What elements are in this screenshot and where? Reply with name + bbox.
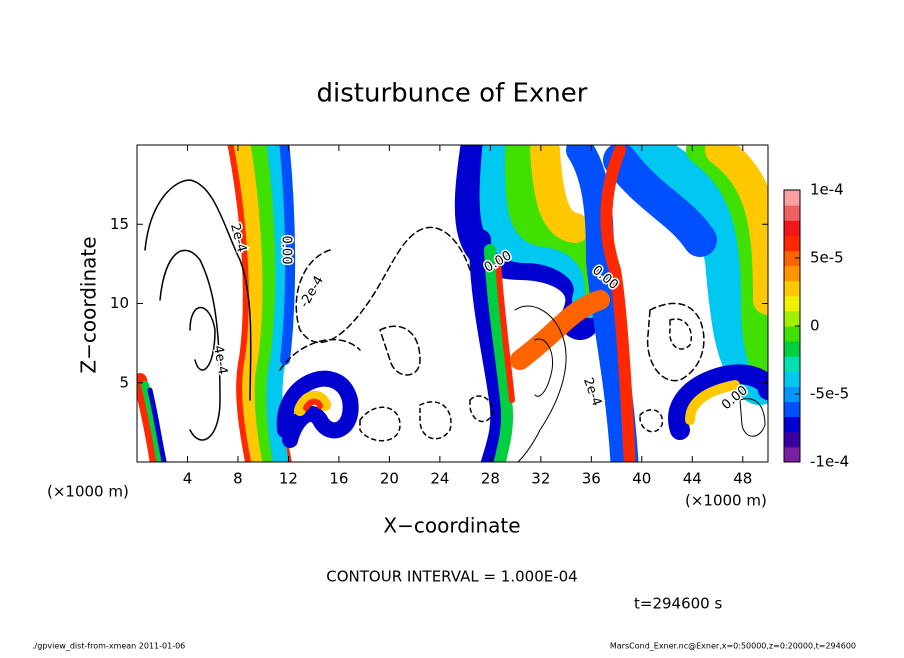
blob-mid — [276, 370, 359, 448]
x-tick-label: 36 — [582, 470, 601, 488]
colorbar-cell — [784, 220, 800, 236]
colorbar-cell — [784, 341, 800, 357]
x-tick-label: 8 — [233, 470, 243, 488]
y-tick-label: 5 — [119, 373, 129, 391]
field — [137, 145, 768, 462]
colorbar-cell — [784, 431, 800, 448]
colorbar-cell — [784, 401, 800, 418]
colorbar-cell — [784, 265, 800, 282]
x-tick-label: 40 — [632, 470, 651, 488]
footer-left: ./gpview_dist-from-xmean 2011-01-06 — [32, 642, 185, 651]
colorbar-tick-label: 0 — [810, 317, 820, 335]
x-tick-label: 48 — [733, 470, 752, 488]
contour-interval: CONTOUR INTERVAL = 1.000E-04 — [326, 568, 577, 586]
x-axis-label: X−coordinate — [383, 514, 520, 538]
x-tick-label: 4 — [183, 470, 193, 488]
x-tick-label: 16 — [329, 470, 348, 488]
x-tick-label: 28 — [481, 470, 500, 488]
colorbar-cell — [784, 326, 800, 342]
y-axis-label: Z−coordinate — [77, 236, 101, 373]
colorbar-cell — [784, 205, 800, 221]
colorbar: 1e-4 5e-5 0 -5e-5 -1e-4 — [783, 181, 849, 471]
x-tick-label: 20 — [380, 470, 399, 488]
colorbar-tick-label: -5e-5 — [810, 385, 849, 403]
colorbar-tick-label: 5e-5 — [810, 249, 844, 267]
chart-title: disturbunce of Exner — [317, 79, 588, 109]
x-unit-label: (×1000 m) — [47, 483, 129, 501]
x-tick-label: 24 — [430, 470, 449, 488]
time-label: t=294600 s — [634, 595, 722, 613]
x-tick-label: 32 — [531, 470, 550, 488]
colorbar-cell — [784, 280, 800, 297]
contours — [144, 179, 766, 462]
colorbar-cell — [784, 250, 800, 267]
band-left — [137, 145, 296, 462]
colorbar-cell — [784, 190, 800, 206]
contour-label: 4e-4 — [210, 344, 230, 375]
colorbar-cell — [784, 310, 800, 327]
colorbar-cell — [784, 386, 800, 403]
footer-right: MarsCond_Exner.nc@Exner,x=0:50000,z=0:20… — [610, 642, 856, 651]
band-center — [454, 145, 615, 462]
colorbar-cell — [784, 295, 800, 312]
x-tick-label: 12 — [279, 470, 298, 488]
colorbar-cell — [784, 371, 800, 387]
colorbar-cell — [784, 356, 800, 372]
x-unit-label-right: (×1000 m) — [685, 492, 767, 510]
colorbar-tick-label: 1e-4 — [810, 181, 844, 199]
contour-label: 0.00 — [279, 236, 294, 265]
y-tick-label: 15 — [110, 215, 129, 233]
colorbar-tick-label: -1e-4 — [810, 453, 849, 471]
y-tick-label: 10 — [110, 294, 129, 312]
colorbar-cell — [784, 416, 800, 433]
x-tick-label: 44 — [683, 470, 702, 488]
colorbar-cell — [784, 235, 800, 251]
contour-label: 2e-4 — [580, 376, 604, 409]
colorbar-cell — [784, 446, 800, 463]
